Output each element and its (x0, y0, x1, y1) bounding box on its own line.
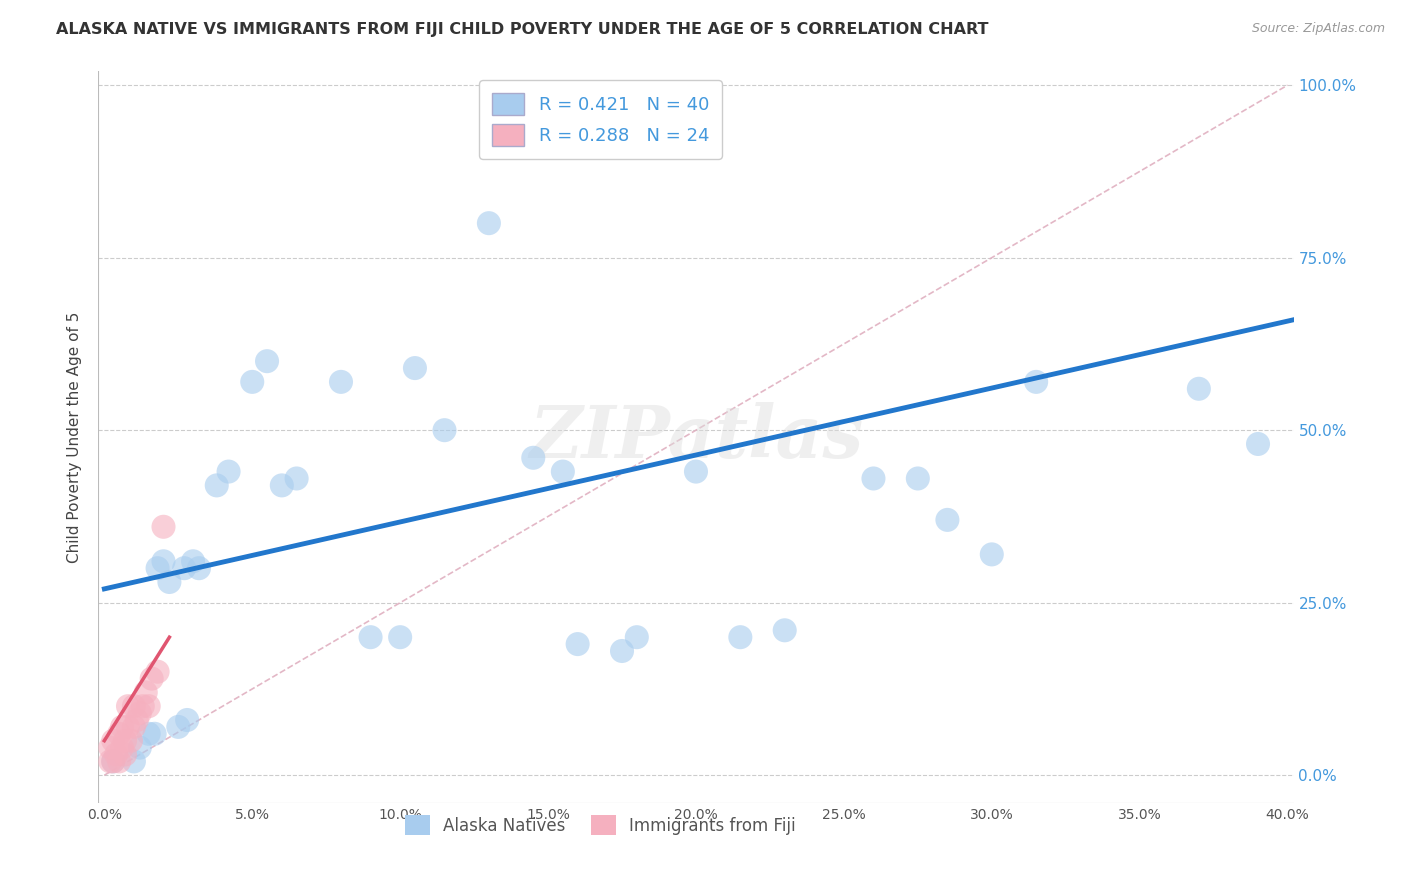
Point (141, 672, 163, 686)
Point (108, 755, 131, 769)
Point (389, 630, 412, 644)
Point (117, 699, 139, 714)
Point (270, 478, 292, 492)
Point (188, 561, 211, 575)
Point (980, 548, 1002, 562)
Point (152, 520, 174, 534)
Point (173, 561, 195, 575)
Point (1188, 382, 1211, 396)
Point (108, 727, 131, 741)
Point (478, 216, 501, 230)
Point (157, 574, 180, 589)
Point (936, 513, 959, 527)
Point (181, 554, 204, 568)
Point (862, 471, 884, 485)
Point (218, 465, 240, 479)
Point (685, 465, 707, 479)
Point (105, 747, 128, 762)
Point (122, 699, 145, 714)
Point (120, 733, 142, 747)
Point (404, 361, 426, 376)
Legend: Alaska Natives, Immigrants from Fiji: Alaska Natives, Immigrants from Fiji (398, 808, 803, 842)
Point (773, 624, 796, 638)
Point (610, 644, 633, 658)
Point (103, 733, 125, 747)
Point (117, 720, 139, 734)
Point (128, 706, 150, 720)
Point (114, 747, 136, 762)
Point (135, 685, 157, 699)
Point (122, 720, 145, 734)
Point (522, 450, 544, 465)
Point (167, 720, 190, 734)
Point (143, 727, 166, 741)
Point (176, 713, 198, 727)
Point (122, 755, 145, 769)
Point (256, 354, 278, 368)
Point (125, 713, 148, 727)
Point (1247, 437, 1270, 451)
Point (330, 375, 353, 389)
Y-axis label: Child Poverty Under the Age of 5: Child Poverty Under the Age of 5 (67, 311, 83, 563)
Point (730, 630, 752, 644)
Point (433, 423, 456, 437)
Point (111, 740, 134, 755)
Point (98, 740, 121, 755)
Text: Source: ZipAtlas.com: Source: ZipAtlas.com (1251, 22, 1385, 36)
Point (205, 478, 228, 492)
Text: ZIPatlas: ZIPatlas (529, 401, 863, 473)
Point (138, 699, 160, 714)
Point (98, 755, 121, 769)
Point (626, 630, 648, 644)
Point (128, 740, 150, 755)
Point (152, 554, 174, 568)
Point (114, 733, 136, 747)
Text: ALASKA NATIVE VS IMMIGRANTS FROM FIJI CHILD POVERTY UNDER THE AGE OF 5 CORRELATI: ALASKA NATIVE VS IMMIGRANTS FROM FIJI CH… (56, 22, 988, 37)
Point (240, 375, 263, 389)
Point (103, 755, 125, 769)
Point (146, 665, 169, 679)
Point (285, 471, 308, 485)
Point (111, 720, 134, 734)
Point (138, 727, 160, 741)
Point (360, 630, 382, 644)
Point (907, 471, 929, 485)
Point (551, 465, 574, 479)
Point (103, 755, 125, 769)
Point (1025, 375, 1047, 389)
Point (567, 637, 589, 651)
Point (146, 561, 169, 575)
Point (132, 699, 155, 714)
